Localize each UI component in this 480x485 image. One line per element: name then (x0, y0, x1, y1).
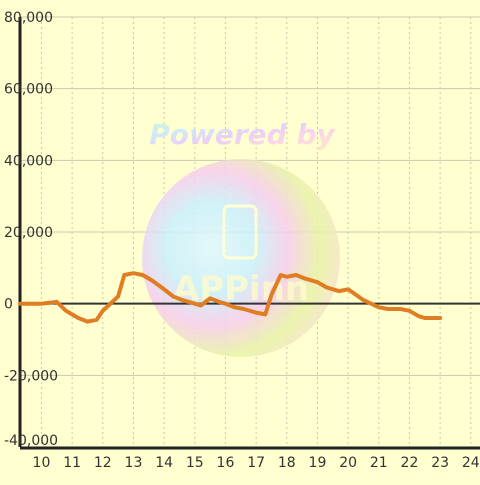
x-tick-label: 21 (370, 455, 388, 471)
watermark: APPinn Powered by (142, 118, 340, 357)
mobile-phone-icon (222, 204, 258, 260)
x-tick-label: 15 (186, 455, 204, 471)
x-tick-label: 16 (217, 455, 235, 471)
y-tick-label: 60,000 (4, 82, 53, 98)
x-tick-label: 24 (462, 455, 480, 471)
y-tick-label: 0 (4, 297, 13, 313)
y-tick-label: 80,000 (4, 10, 53, 26)
x-tick-label: 22 (401, 455, 419, 471)
x-tick-label: 19 (309, 455, 327, 471)
y-tick-label: -40,000 (4, 433, 58, 449)
y-tick-label: 40,000 (4, 153, 53, 169)
y-tick-label: -20,000 (4, 368, 58, 384)
y-tick-label: 20,000 (4, 225, 53, 241)
axes (18, 17, 480, 450)
tick-labels: -40,000 -20,000 0 20,000 40,000 60,000 80,000 1… (4, 10, 480, 471)
series (18, 271, 443, 324)
x-tick-label: 18 (278, 455, 296, 471)
x-tick-label: 20 (339, 455, 357, 471)
x-tick-label: 17 (247, 455, 265, 471)
x-tick-label: 14 (155, 455, 173, 471)
x-tick-label: 23 (431, 455, 449, 471)
x-tick-label: 13 (125, 455, 143, 471)
x-tick-label: 10 (33, 455, 51, 471)
x-tick-label: 12 (94, 455, 112, 471)
series-line (18, 271, 443, 324)
watermark-powered-by: Powered by (149, 118, 336, 151)
x-tick-label: 11 (63, 455, 81, 471)
